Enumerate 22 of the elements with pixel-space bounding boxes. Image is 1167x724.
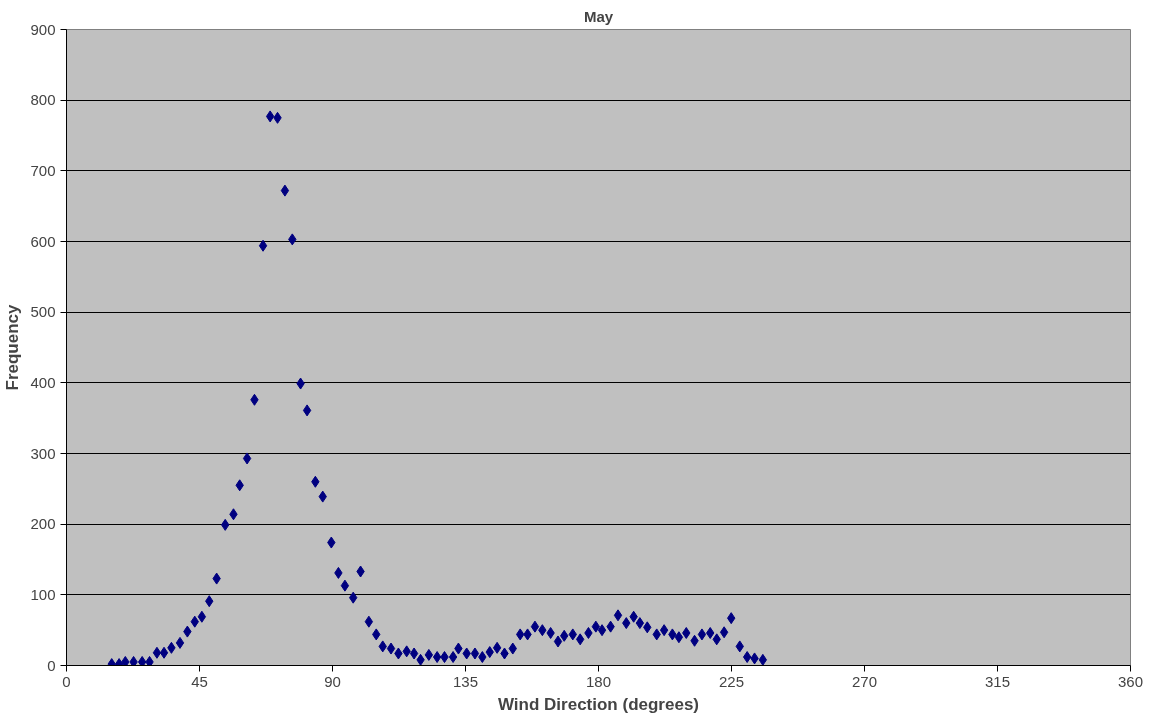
y-tick-label: 0: [47, 656, 56, 674]
x-tick-label: 360: [1117, 672, 1144, 690]
x-tick-label: 90: [324, 672, 341, 690]
x-tick-label: 45: [191, 672, 208, 690]
x-axis-title: Wind Direction (degrees): [497, 694, 700, 714]
y-tick-label: 400: [30, 373, 56, 391]
x-tick-label: 225: [718, 672, 745, 690]
y-tick-label: 300: [30, 444, 56, 462]
y-tick-label: 700: [30, 161, 56, 179]
x-tick-label: 270: [851, 672, 878, 690]
y-tick-label: 100: [30, 585, 56, 603]
y-axis-title: Frequency: [3, 303, 23, 391]
y-tick-label: 900: [30, 20, 56, 38]
y-tick-label: 800: [30, 91, 56, 109]
x-tick-label: 180: [585, 672, 612, 690]
y-tick-label: 500: [30, 303, 56, 321]
x-tick-label: 135: [452, 672, 479, 690]
chart-title: May: [583, 7, 614, 25]
y-tick-label: 200: [30, 515, 56, 533]
y-tick-label: 600: [30, 232, 56, 250]
x-tick-label: 0: [62, 672, 71, 690]
x-tick-label: 315: [984, 672, 1011, 690]
